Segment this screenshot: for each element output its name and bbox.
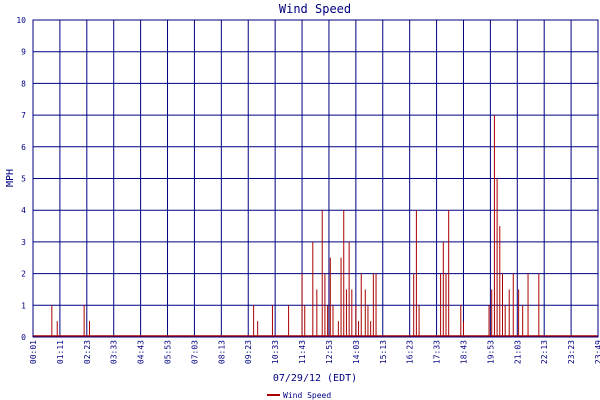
y-tick-label: 9	[21, 48, 26, 57]
y-tick-label: 7	[21, 111, 26, 120]
series-layer	[33, 115, 598, 337]
x-axis-label: 07/29/12 (EDT)	[273, 373, 357, 384]
x-tick-label: 17:33	[433, 340, 442, 364]
y-tick-label: 5	[21, 175, 26, 184]
y-tick-label: 4	[21, 206, 26, 215]
y-axis-label: MPH	[5, 169, 16, 187]
x-tick-label: 08:13	[217, 340, 226, 364]
x-tick-label: 19:53	[486, 340, 495, 364]
y-tick-label: 6	[21, 143, 26, 152]
x-tick-label: 16:23	[406, 340, 415, 364]
x-tick-label: 23:23	[567, 340, 576, 364]
y-tick-label: 1	[21, 301, 26, 310]
y-tick-labels: 0 1 2 3 4 5 6 7 8 9 10	[16, 16, 26, 342]
x-tick-label: 00:01	[29, 340, 38, 364]
x-tick-label: 02:23	[83, 340, 92, 364]
x-tick-label: 18:43	[459, 340, 468, 364]
x-tick-label: 07:03	[190, 340, 199, 364]
y-tick-label: 8	[21, 79, 26, 88]
x-tick-label: 21:03	[513, 340, 522, 364]
y-tick-label: 10	[16, 16, 26, 25]
x-tick-label: 11:43	[298, 340, 307, 364]
x-tick-label: 10:33	[271, 340, 280, 364]
legend-label: Wind Speed	[283, 391, 331, 400]
plot-frame	[32, 19, 599, 338]
x-tick-label: 22:13	[540, 340, 549, 364]
x-tick-label: 05:53	[164, 340, 173, 364]
x-tick-label: 14:03	[352, 340, 361, 364]
y-tick-label: 2	[21, 270, 26, 279]
chart-title: Wind Speed	[279, 2, 351, 16]
x-tick-label: 09:23	[244, 340, 253, 364]
grid	[33, 20, 598, 337]
x-tick-label: 04:43	[137, 340, 146, 364]
x-tick-label: 15:13	[379, 340, 388, 364]
y-tick-label: 0	[21, 333, 26, 342]
y-tick-label: 3	[21, 238, 26, 247]
legend: Wind Speed	[267, 391, 331, 400]
x-tick-label: 12:53	[325, 340, 334, 364]
x-tick-label: 01:11	[56, 340, 65, 364]
x-tick-labels: 00:01 01:11 02:23 03:33 04:43 05:53 07:03 08:13…	[29, 340, 600, 364]
x-tick-label: 23:49	[594, 340, 600, 364]
x-tick-label: 03:33	[110, 340, 119, 364]
